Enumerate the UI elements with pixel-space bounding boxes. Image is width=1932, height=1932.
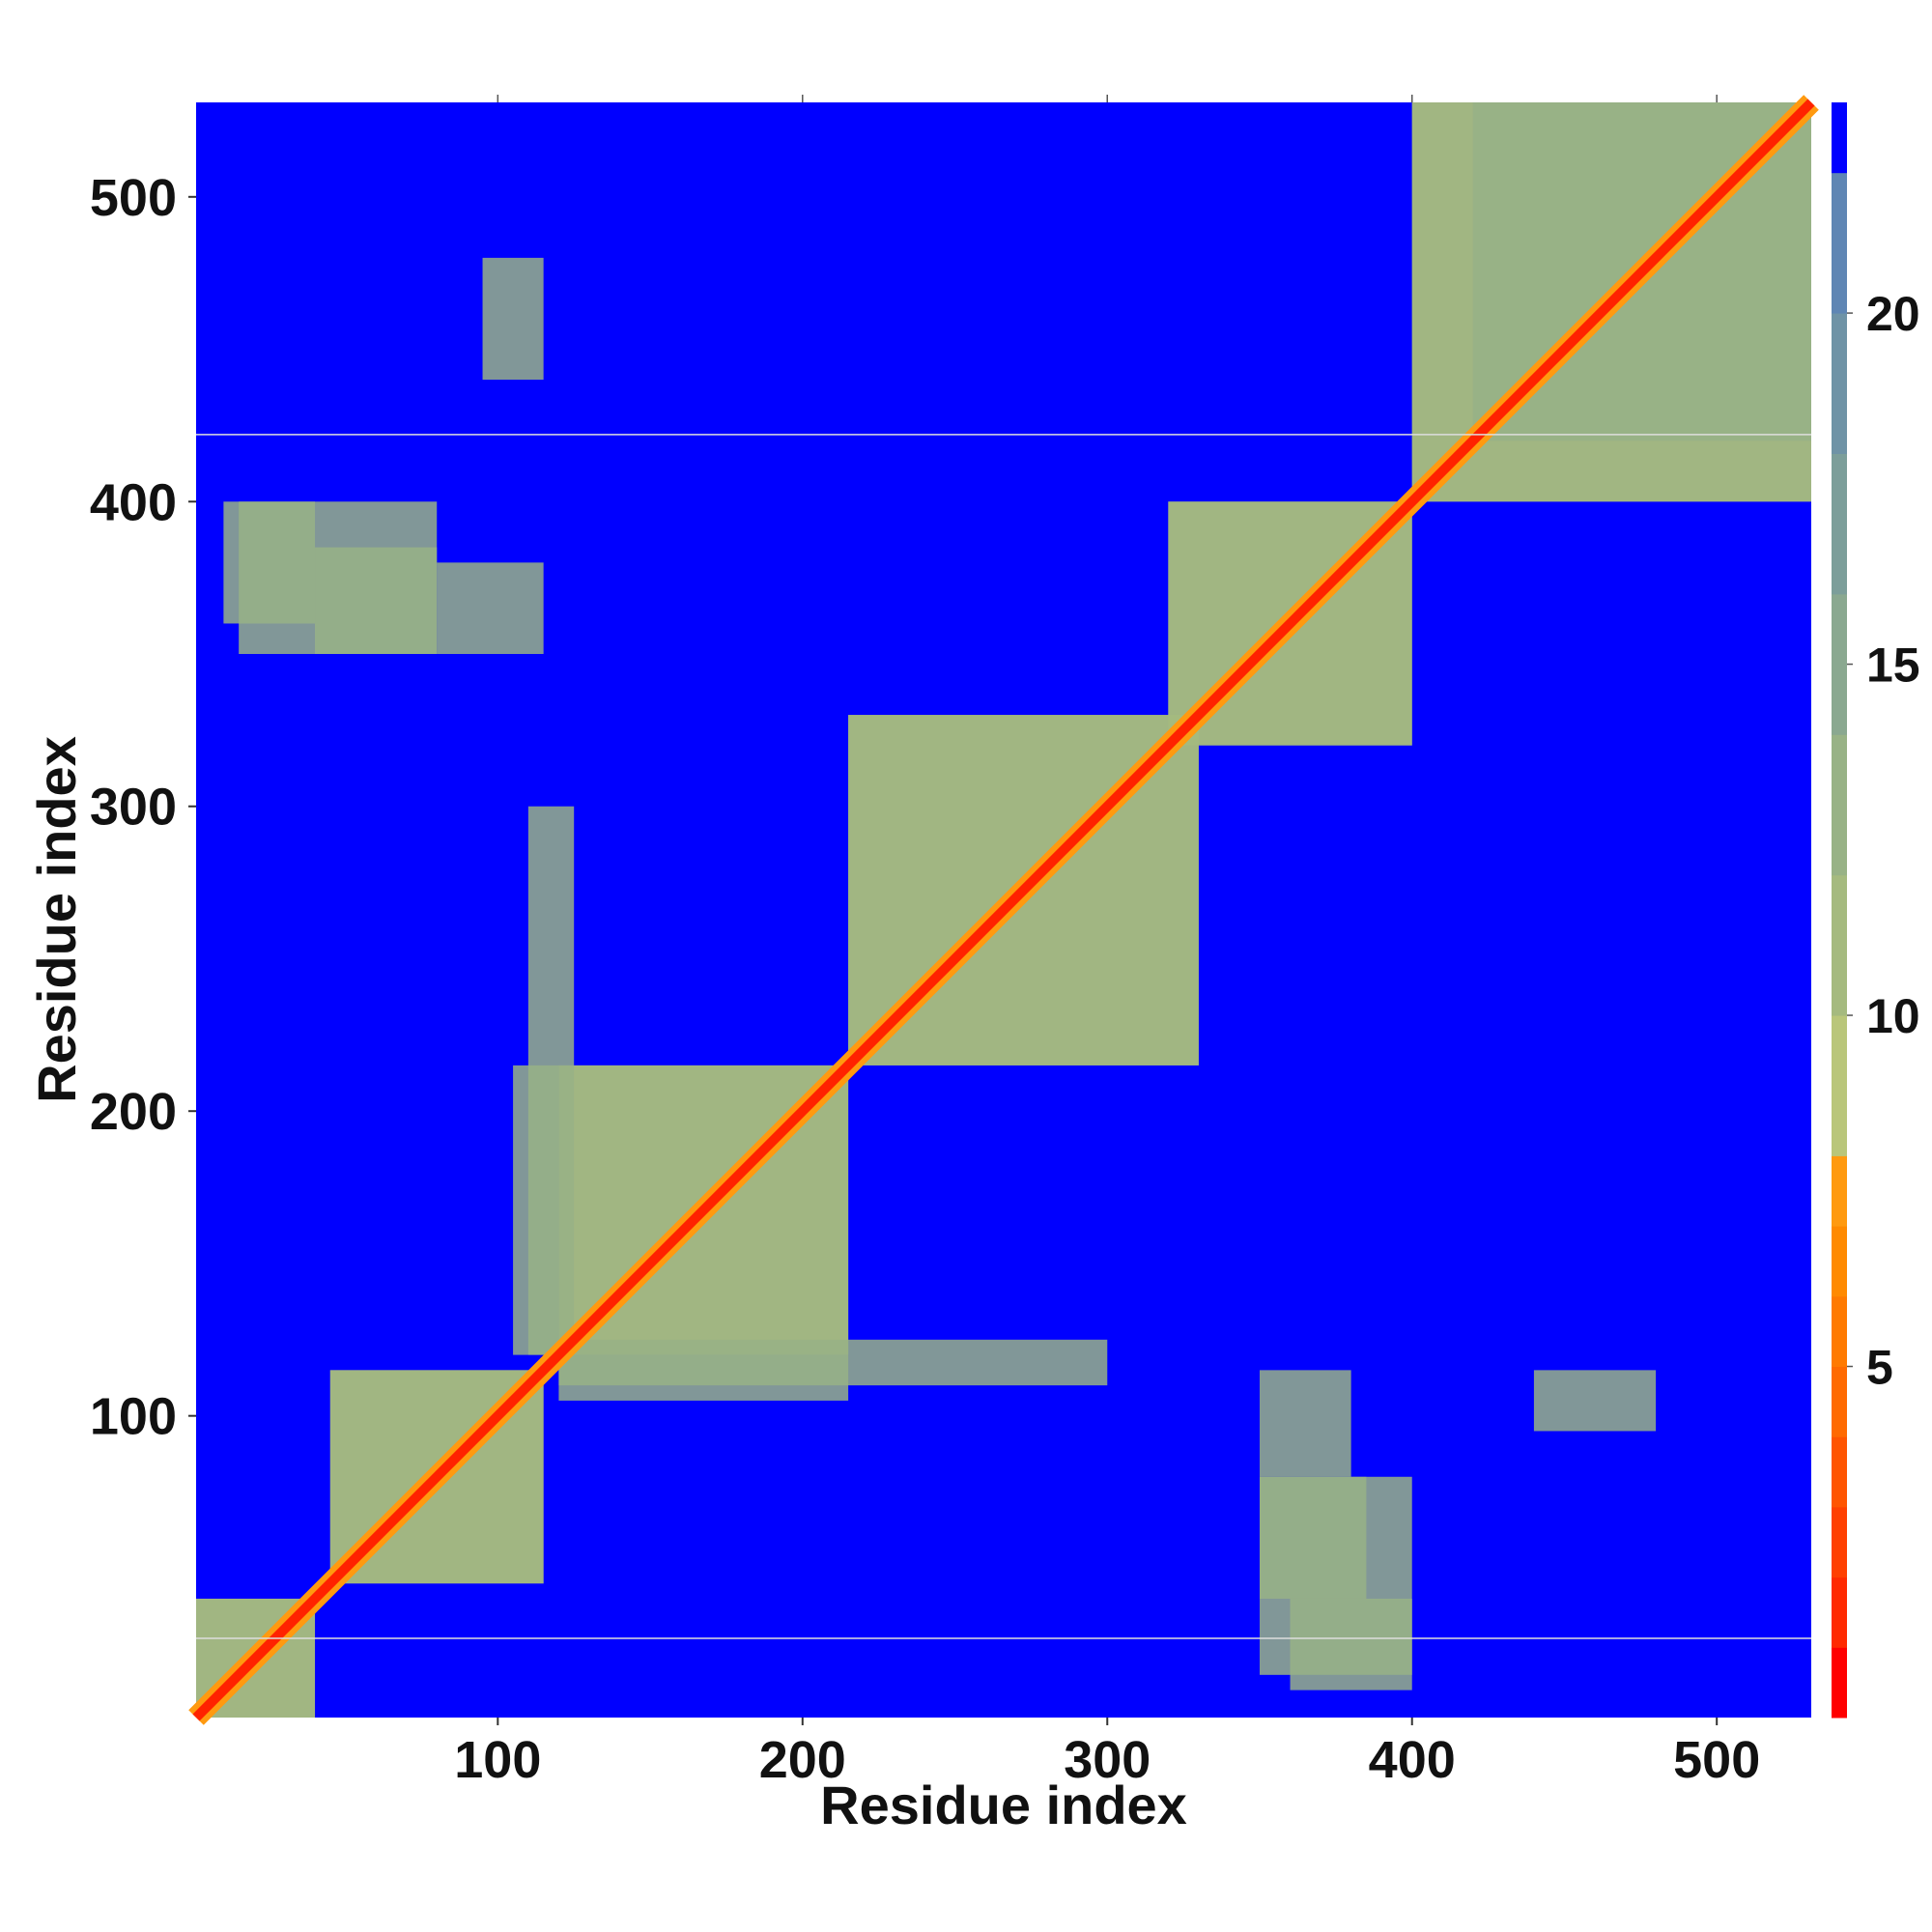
y-tick-label-300: 300 xyxy=(90,779,177,837)
colorbar-level-7 xyxy=(1832,1155,1847,1227)
contact-block-13 xyxy=(1533,1370,1657,1432)
contact-block-mirror-12 xyxy=(437,562,544,655)
contact-block-11 xyxy=(1259,1476,1412,1675)
colorbar-level-12 xyxy=(1832,453,1847,595)
colorbar-level-9 xyxy=(1832,874,1847,1016)
colorbar-tick-label-15: 15 xyxy=(1866,639,1920,693)
colorbar-level-5 xyxy=(1832,1295,1847,1368)
colorbar-level-6 xyxy=(1832,1226,1847,1297)
x-axis: 100 200 300 400 500 xyxy=(454,95,1760,1789)
x-tick-label-400: 400 xyxy=(1369,1731,1456,1789)
x-tick-label-300: 300 xyxy=(1064,1731,1151,1789)
colorbar-level-11 xyxy=(1832,593,1847,735)
colorbar: 5 10 15 20 xyxy=(1832,102,1920,1719)
x-tick-label-200: 200 xyxy=(759,1731,846,1789)
contact-block-mirror-7 xyxy=(558,1339,1108,1386)
y-tick-label-100: 100 xyxy=(90,1388,177,1446)
colorbar-level-10 xyxy=(1832,734,1847,876)
colorbar-level-2 xyxy=(1832,1506,1847,1578)
colorbar-tick-label-10: 10 xyxy=(1866,989,1920,1043)
colorbar-level-0 xyxy=(1832,1647,1847,1719)
colorbar-level-15 xyxy=(1832,102,1847,174)
x-axis-title: Residue index xyxy=(820,1775,1187,1835)
colorbar-level-4 xyxy=(1832,1366,1847,1437)
colorbar-level-13 xyxy=(1832,313,1847,454)
colorbar-tick-label-5: 5 xyxy=(1866,1341,1893,1395)
colorbar-tick-label-20: 20 xyxy=(1866,287,1920,341)
y-axis: 100 200 300 400 500 xyxy=(90,169,196,1446)
colorbar-level-14 xyxy=(1832,172,1847,314)
x-tick-label-500: 500 xyxy=(1673,1731,1760,1789)
contact-block-7 xyxy=(527,806,575,1355)
contact-block-mirror-13 xyxy=(482,257,544,381)
colorbar-level-3 xyxy=(1832,1436,1847,1508)
contact-block-12 xyxy=(1259,1370,1351,1477)
y-tick-label-500: 500 xyxy=(90,169,177,227)
diagonal-line xyxy=(192,99,1815,1721)
colorbar-level-1 xyxy=(1832,1577,1847,1648)
y-tick-label-400: 400 xyxy=(90,473,177,531)
colorbar-level-8 xyxy=(1832,1015,1847,1156)
x-tick-label-100: 100 xyxy=(454,1731,541,1789)
y-tick-label-200: 200 xyxy=(90,1083,177,1141)
y-axis-title: Residue index xyxy=(26,736,87,1103)
plot-area xyxy=(188,95,1819,1725)
contact-block-mirror-11 xyxy=(239,501,438,655)
